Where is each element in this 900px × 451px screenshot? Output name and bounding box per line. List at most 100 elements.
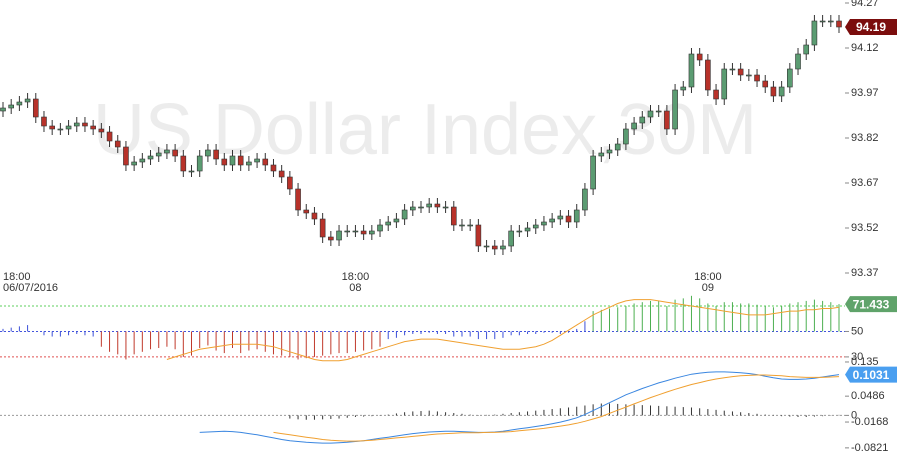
- candle-body: [73, 122, 80, 127]
- candle-body: [754, 74, 760, 82]
- candle-body: [344, 230, 351, 233]
- x-tick-label: 06/07/2016: [3, 282, 58, 294]
- y-tick-label: 0: [851, 409, 857, 421]
- x-tick-label: 18:00: [3, 271, 31, 283]
- candle-body: [787, 68, 793, 88]
- candle-body: [303, 209, 310, 214]
- y-tick-label: -0.0168: [851, 416, 888, 428]
- candle-body: [49, 125, 55, 130]
- candle-body: [295, 188, 301, 211]
- y-tick-label: 0.0486: [851, 390, 885, 402]
- candle-body: [287, 176, 293, 190]
- candle-body: [237, 155, 244, 166]
- candle-body: [278, 170, 285, 178]
- macd-label: 0.1031: [853, 368, 890, 382]
- candle-body: [803, 44, 810, 55]
- candle-body: [164, 149, 170, 154]
- candle-body: [598, 152, 605, 157]
- candle-body: [319, 218, 326, 238]
- y-tick-label: 30: [851, 351, 863, 363]
- candle-body: [434, 203, 441, 208]
- indicator-line: [199, 371, 840, 444]
- y-tick-label: -0.0821: [851, 442, 888, 451]
- y-tick-label: 93.82: [851, 132, 879, 144]
- candle-body: [147, 155, 154, 160]
- candle-body: [475, 224, 482, 247]
- candle-body: [770, 86, 777, 97]
- candle-body: [8, 104, 14, 109]
- candle-body: [221, 158, 228, 166]
- candle-body: [32, 98, 39, 118]
- candle-body: [795, 53, 801, 70]
- candle-body: [672, 89, 678, 130]
- candle-body: [590, 155, 596, 190]
- candle-body: [24, 98, 31, 103]
- candle-body: [631, 122, 637, 130]
- indicator-line: [166, 299, 840, 362]
- candle-body: [582, 188, 588, 211]
- x-tick-label: 09: [702, 282, 714, 294]
- candle-body: [623, 128, 629, 145]
- candle-body: [82, 122, 88, 127]
- candle-body: [246, 161, 252, 166]
- candle-body: [410, 206, 416, 211]
- candle-body: [180, 155, 187, 172]
- candle-body: [721, 68, 728, 100]
- candle-body: [819, 20, 826, 23]
- osc-box: [845, 296, 897, 313]
- candle-body: [573, 209, 580, 223]
- candle-body: [360, 230, 367, 235]
- y-tick-label: 94.27: [851, 0, 879, 9]
- y-tick-label: 0.135: [851, 356, 879, 368]
- candle-body: [614, 143, 621, 151]
- candle-body: [139, 158, 146, 163]
- candle-body: [123, 146, 129, 166]
- candle-body: [729, 68, 736, 71]
- candle-body: [524, 227, 531, 232]
- candle-body: [336, 230, 342, 241]
- candle-body: [57, 128, 64, 131]
- candle-body: [705, 59, 711, 91]
- candle-body: [450, 206, 457, 226]
- candle-body: [41, 116, 47, 127]
- x-tick-label: 18:00: [694, 271, 722, 283]
- y-tick-label: 94.12: [851, 42, 879, 54]
- candle-body: [500, 245, 506, 250]
- candle-body: [393, 218, 400, 223]
- candle-body: [401, 209, 408, 220]
- candle-body: [254, 158, 260, 163]
- candle-body: [664, 110, 670, 130]
- candle-body: [459, 224, 465, 227]
- indicator-line: [273, 374, 840, 442]
- y-tick-label: 93.52: [851, 222, 879, 234]
- candle-body: [114, 140, 121, 148]
- candle-body: [155, 152, 162, 157]
- candle-body: [188, 170, 195, 173]
- candle-body: [172, 149, 178, 157]
- candle-body: [696, 53, 703, 61]
- price-label: 94.19: [856, 20, 886, 34]
- candle-body: [16, 101, 23, 106]
- candle-body: [377, 224, 383, 232]
- x-tick-label: 08: [349, 282, 361, 294]
- candle-body: [680, 86, 687, 91]
- candle-body: [196, 155, 203, 172]
- candle-body: [229, 155, 236, 166]
- candle-body: [426, 203, 432, 208]
- candle-body: [418, 206, 424, 209]
- candle-body: [688, 53, 695, 88]
- candle-body: [328, 236, 334, 241]
- candle-body: [713, 89, 719, 100]
- y-tick-label: 93.97: [851, 87, 879, 99]
- candle-body: [516, 230, 523, 233]
- y-tick-label: 93.37: [851, 267, 879, 279]
- candle-body: [90, 125, 96, 130]
- candle-body: [639, 116, 646, 124]
- candle-body: [565, 215, 572, 223]
- candle-body: [483, 245, 490, 248]
- candle-body: [746, 74, 752, 77]
- candle-body: [270, 164, 277, 172]
- candle-body: [811, 20, 818, 46]
- candle-body: [508, 230, 514, 247]
